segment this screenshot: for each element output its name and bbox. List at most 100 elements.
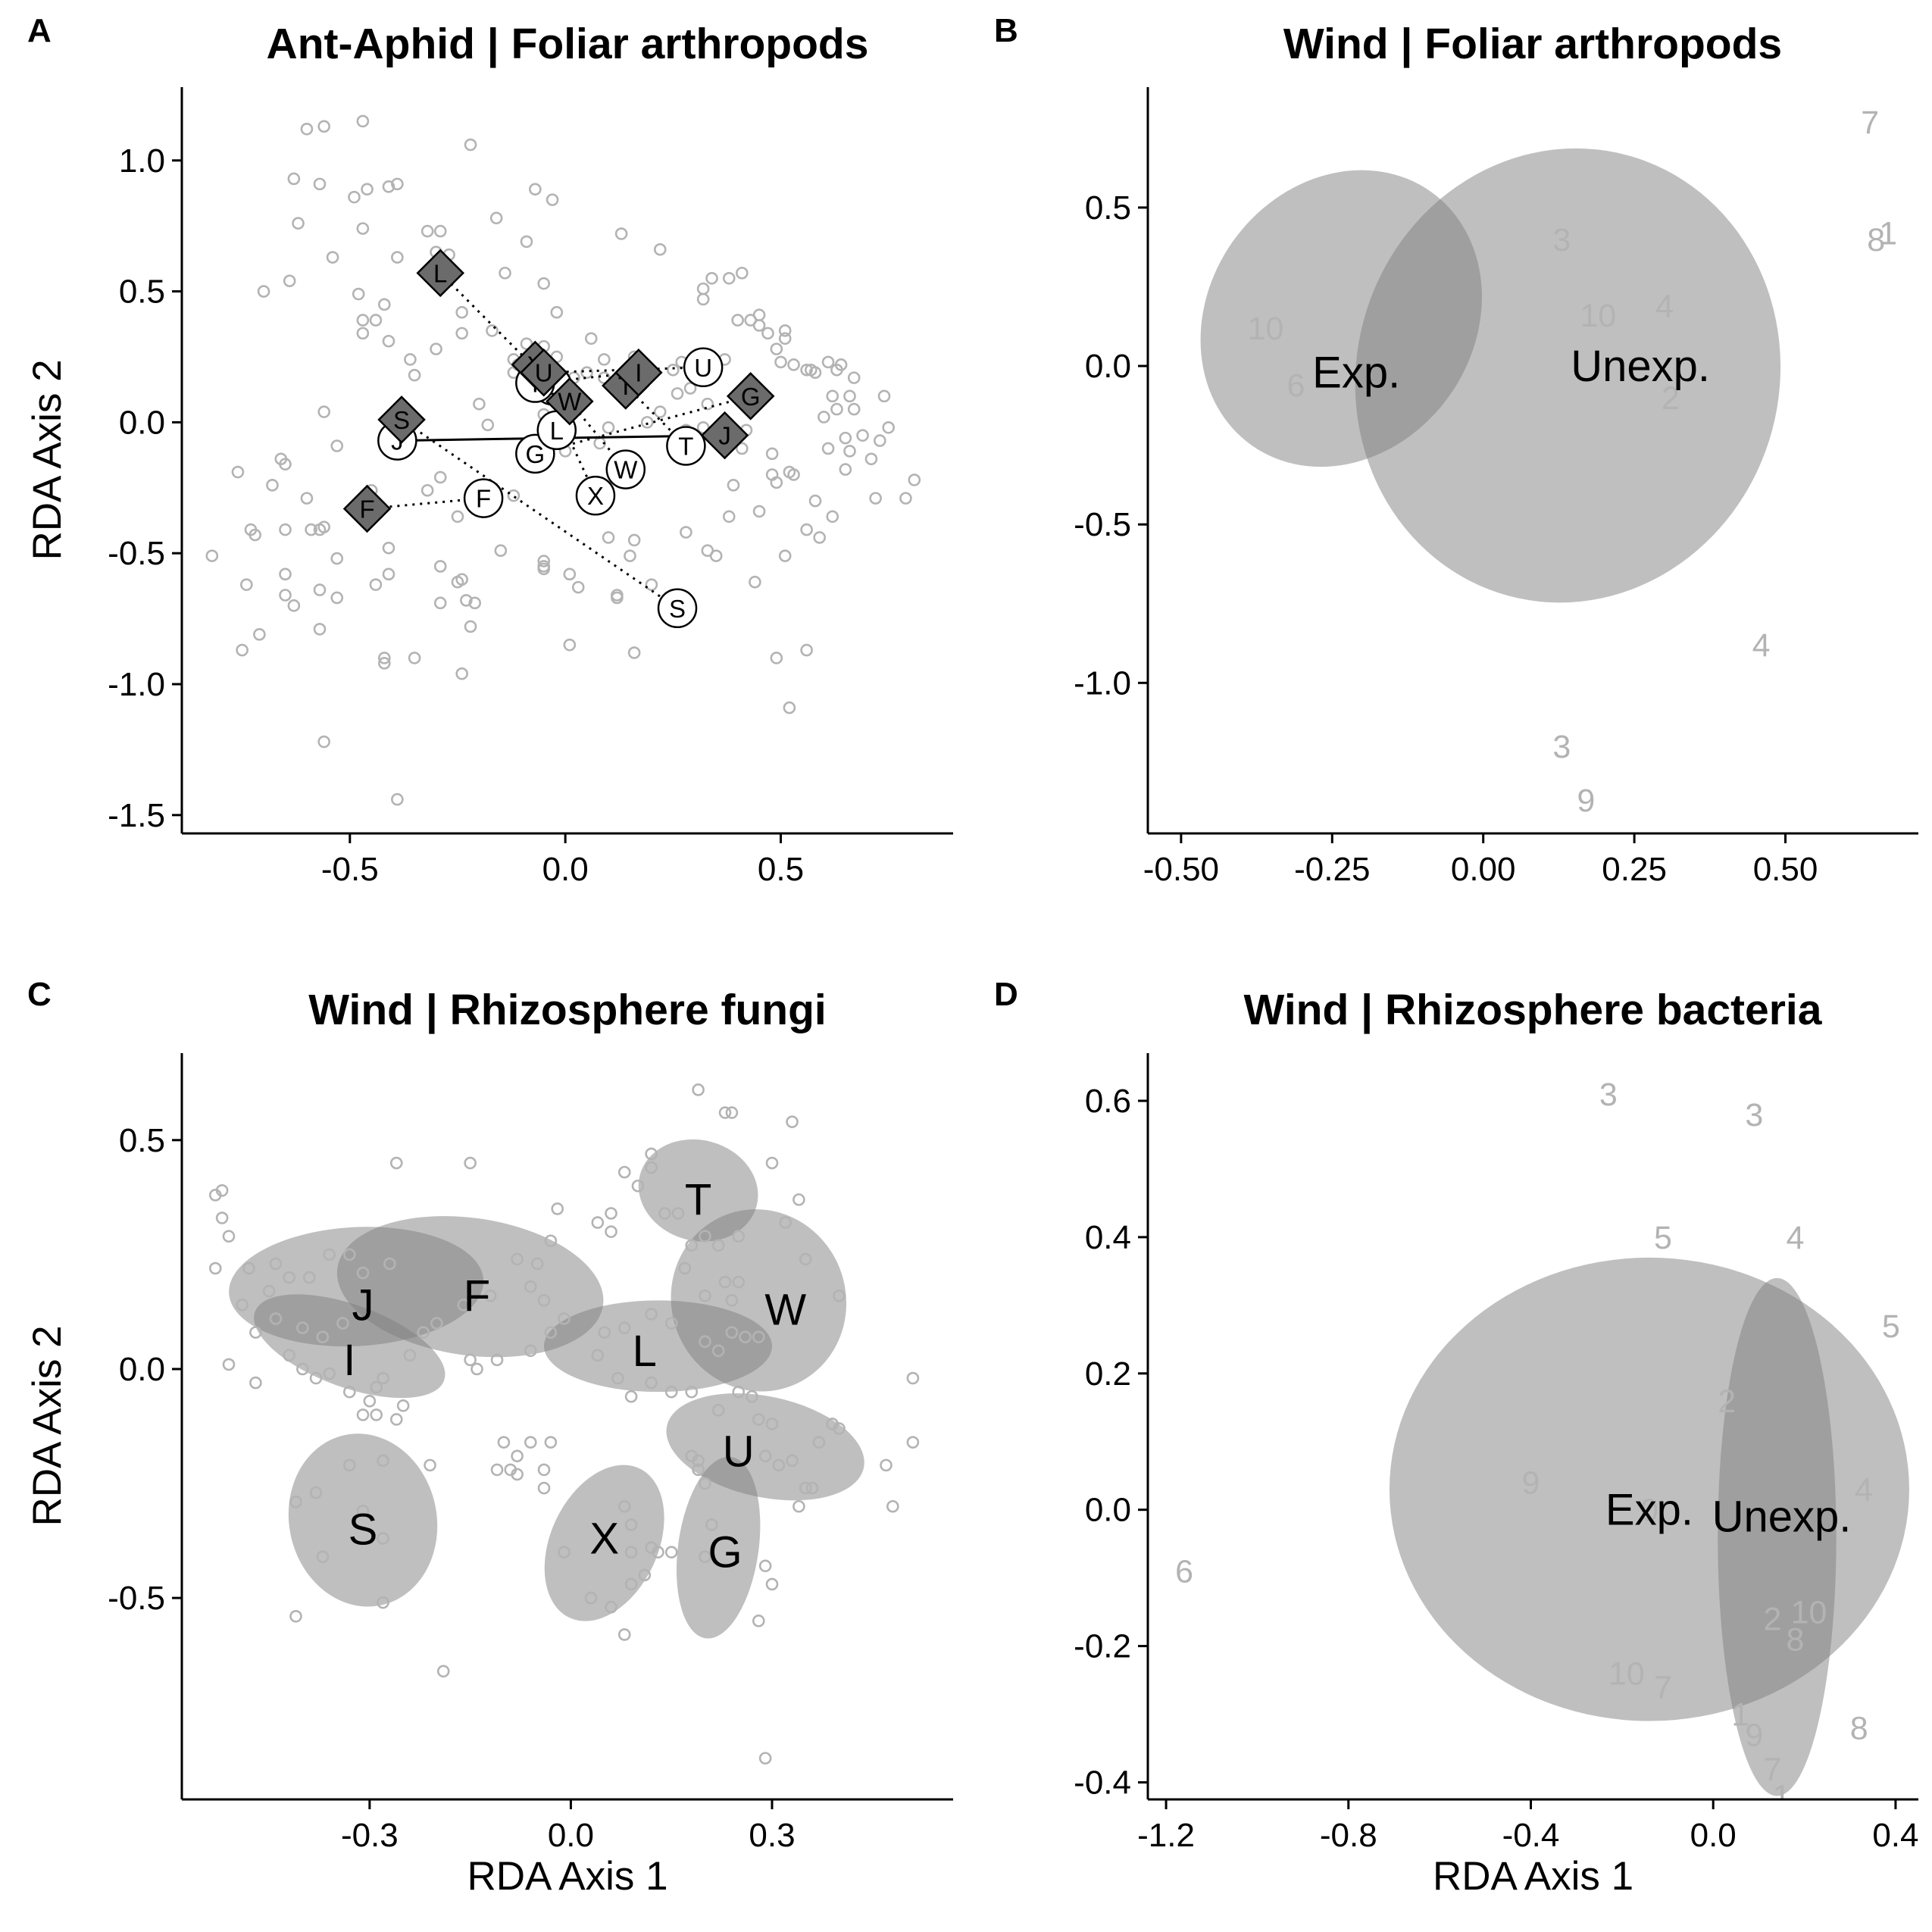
background-point xyxy=(215,1211,229,1224)
background-point xyxy=(313,583,327,596)
background-point xyxy=(765,468,779,481)
background-point xyxy=(658,1207,671,1220)
background-point xyxy=(701,544,714,558)
background-point xyxy=(786,1454,799,1468)
sample-label: 6 xyxy=(1175,1554,1193,1590)
background-point xyxy=(363,1394,377,1408)
background-point xyxy=(833,1289,846,1302)
sample-label: 3 xyxy=(1552,222,1571,258)
background-point xyxy=(598,353,611,366)
sample-label: 2 xyxy=(1718,1383,1736,1420)
background-point xyxy=(356,114,370,128)
background-point xyxy=(584,332,598,345)
centroid-label: G xyxy=(741,383,761,411)
y-tick-label: 0.5 xyxy=(119,274,165,311)
sample-label: 3 xyxy=(1745,1097,1763,1133)
background-point xyxy=(602,420,615,434)
background-point xyxy=(718,1275,732,1289)
background-point xyxy=(736,267,749,280)
background-point xyxy=(821,442,835,455)
background-point xyxy=(627,533,641,547)
background-point xyxy=(483,1289,497,1302)
background-point xyxy=(497,1436,511,1449)
y-tick-label: 0.2 xyxy=(1085,1355,1131,1393)
background-point xyxy=(839,463,852,476)
background-point xyxy=(356,222,370,235)
background-point xyxy=(317,405,330,418)
background-point xyxy=(699,1550,711,1564)
background-point xyxy=(524,1344,537,1358)
background-point xyxy=(752,1330,765,1343)
y-tick-label: 0.0 xyxy=(1085,1492,1131,1529)
centroid-label: I xyxy=(635,359,642,387)
centroid-diamond-f xyxy=(342,484,392,533)
background-point xyxy=(645,1541,658,1554)
sample-label: 10 xyxy=(1580,298,1616,334)
background-point xyxy=(382,180,395,193)
x-tick-label: -0.5 xyxy=(321,851,379,888)
x-tick-label: 0.3 xyxy=(749,1817,795,1854)
background-point xyxy=(765,447,779,461)
panel-title: Wind | Rhizosphere bacteria xyxy=(1244,986,1823,1034)
x-tick-label: 0.00 xyxy=(1451,851,1516,888)
background-point xyxy=(786,1115,799,1128)
background-point xyxy=(455,573,468,586)
background-point xyxy=(839,431,852,445)
background-point xyxy=(617,1499,631,1513)
background-point xyxy=(279,523,292,536)
sample-label: 8 xyxy=(1867,222,1885,258)
background-point xyxy=(417,1326,430,1339)
background-point xyxy=(645,1161,658,1174)
background-point xyxy=(732,1230,746,1243)
background-point xyxy=(269,1312,283,1325)
background-point xyxy=(313,523,327,536)
background-point xyxy=(511,1449,524,1463)
centroid-diamond-i xyxy=(614,348,663,397)
background-point xyxy=(468,596,482,610)
background-point xyxy=(433,224,447,238)
sample-label: 3 xyxy=(1599,1077,1618,1113)
background-point xyxy=(683,382,697,395)
background-point xyxy=(605,1225,617,1238)
sample-label: 6 xyxy=(1286,367,1305,404)
centroid-diamond-u xyxy=(519,348,568,397)
background-point xyxy=(481,418,495,432)
centroid-circle-t xyxy=(666,426,706,466)
background-point xyxy=(732,1275,746,1289)
background-point xyxy=(370,1380,383,1394)
background-point xyxy=(645,578,658,591)
background-point xyxy=(725,1294,739,1307)
background-point xyxy=(678,1261,692,1275)
background-point xyxy=(847,402,861,416)
background-point xyxy=(705,271,718,285)
background-point xyxy=(302,1271,316,1284)
background-point xyxy=(779,1216,792,1229)
centroid-label: S xyxy=(393,406,410,434)
background-point xyxy=(544,1234,558,1248)
background-point xyxy=(408,368,421,382)
background-point xyxy=(799,1252,812,1266)
background-point xyxy=(222,1358,236,1371)
background-point xyxy=(908,474,921,486)
background-point xyxy=(800,363,813,377)
background-point xyxy=(664,1546,678,1558)
background-point xyxy=(882,420,895,434)
background-point xyxy=(470,1362,483,1376)
background-point xyxy=(671,1207,685,1220)
background-point xyxy=(305,523,317,536)
background-point xyxy=(722,271,736,285)
sample-label: 9 xyxy=(1577,783,1595,819)
group-ellipse-f xyxy=(336,1216,604,1358)
background-point xyxy=(356,1266,370,1280)
background-point xyxy=(758,1559,772,1573)
background-point xyxy=(765,1418,779,1430)
centroid-label: J xyxy=(718,422,731,450)
sample-label: 2 xyxy=(1662,380,1680,417)
background-point xyxy=(313,623,327,636)
centroid-label: T xyxy=(678,432,693,460)
background-point xyxy=(614,227,628,240)
group-ellipse-g xyxy=(676,1456,761,1639)
background-point xyxy=(752,1413,765,1426)
background-point xyxy=(736,442,749,455)
